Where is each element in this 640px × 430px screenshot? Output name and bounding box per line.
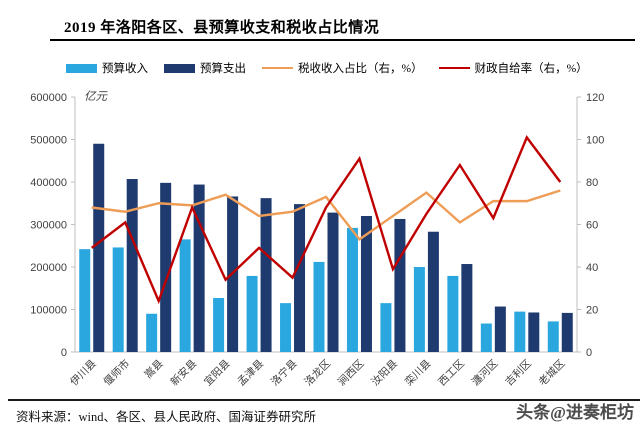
expenditure-bar xyxy=(294,204,306,352)
expenditure-bar xyxy=(561,312,573,352)
y-axis-left-label: 400000 xyxy=(30,177,67,189)
expenditure-bar xyxy=(360,216,372,352)
expenditure-bar xyxy=(494,306,506,352)
expenditure-bar xyxy=(427,231,439,352)
y-axis-right-label: 120 xyxy=(586,92,604,104)
revenue-bar xyxy=(246,275,258,352)
expenditure-bar xyxy=(193,184,205,352)
x-axis-label: 伊川县 xyxy=(68,358,99,389)
legend-swatch-icon xyxy=(262,66,293,70)
legend-swatch-icon xyxy=(66,63,97,73)
x-axis-label: 宜阳县 xyxy=(201,357,232,388)
y-axis-left-label: 0 xyxy=(61,347,67,359)
self-sufficiency-line xyxy=(91,134,562,305)
title-underline xyxy=(50,39,635,41)
x-axis-label: 新安县 xyxy=(168,357,199,388)
legend-swatch-icon xyxy=(438,66,470,70)
expenditure-bar xyxy=(528,312,540,352)
legend-label: 财政自给率（右，%） xyxy=(474,63,588,75)
revenue-bar xyxy=(380,303,392,352)
y-axis-left-label: 300000 xyxy=(30,220,67,232)
expenditure-bar xyxy=(126,179,138,352)
expenditure-bar xyxy=(461,264,473,352)
y-axis-right-label: 60 xyxy=(586,220,598,232)
expenditure-bar xyxy=(327,212,339,352)
x-axis-label: 吉利区 xyxy=(503,358,534,389)
legend-item-2: 税收收入占比（右，%） xyxy=(262,60,423,76)
watermark: 头条@进奏柜坊 xyxy=(516,403,634,422)
expenditure-bar xyxy=(394,218,406,352)
revenue-bar xyxy=(514,311,526,352)
revenue-bar xyxy=(313,261,325,352)
y-axis-right-label: 100 xyxy=(586,135,604,147)
expenditure-bar xyxy=(260,198,272,352)
legend-label: 税收收入占比（右，%） xyxy=(298,63,423,75)
revenue-bar xyxy=(346,227,358,352)
legend-label: 预算支出 xyxy=(200,63,246,75)
x-axis-label: 偃师市 xyxy=(101,357,132,388)
x-axis-label: 洛龙区 xyxy=(302,357,333,388)
revenue-bar xyxy=(413,267,425,352)
revenue-bar xyxy=(213,298,225,352)
y-axis-left-label: 100000 xyxy=(30,305,67,317)
legend-swatch-icon xyxy=(164,63,195,73)
legend-item-0: 预算收入 xyxy=(66,60,148,76)
legend-item-3: 财政自给率（右，%） xyxy=(438,60,588,76)
revenue-bar xyxy=(79,249,91,352)
tax-ratio-line xyxy=(91,189,561,242)
y-axis-right-label: 40 xyxy=(586,262,598,274)
x-axis-label: 西工区 xyxy=(436,358,467,389)
y-axis-left-label: 200000 xyxy=(30,262,67,274)
y-axis-left-label: 500000 xyxy=(30,135,67,147)
revenue-bar xyxy=(447,275,459,352)
data-source-note: 资料来源：wind、各区、县人民政府、国海证券研究所 xyxy=(16,410,317,424)
y-axis-right-label: 0 xyxy=(586,347,592,359)
revenue-bar xyxy=(146,313,158,352)
expenditure-bar xyxy=(160,182,172,352)
y-axis-right-label: 80 xyxy=(586,177,598,189)
x-axis-label: 孟津县 xyxy=(235,358,266,389)
y-axis-left-label: 600000 xyxy=(30,92,67,104)
x-axis-label: 老城区 xyxy=(536,357,567,388)
x-axis-label: 瀍河区 xyxy=(469,357,500,388)
x-axis-label: 汝阳县 xyxy=(369,357,400,388)
x-axis-label: 洛宁县 xyxy=(268,357,299,388)
expenditure-bar xyxy=(93,143,105,352)
revenue-bar xyxy=(547,321,559,352)
legend-item-1: 预算支出 xyxy=(164,60,246,76)
x-axis-label: 栾川县 xyxy=(402,357,433,388)
chart-legend: 预算收入 预算支出 税收收入占比（右，%） 财政自给率（右，%） xyxy=(66,60,632,76)
legend-label: 预算收入 xyxy=(102,63,148,75)
footer-divider xyxy=(8,399,640,401)
budget-chart: 0 100000 200000 300000 400000 500000 600000 0 20… xyxy=(30,90,604,389)
unit-label: 亿元 xyxy=(84,90,108,103)
y-axis-right-label: 20 xyxy=(586,305,598,317)
revenue-bar xyxy=(112,247,124,352)
revenue-bar xyxy=(179,239,191,352)
revenue-bar xyxy=(480,323,492,352)
revenue-bar xyxy=(280,303,292,352)
x-axis-label: 嵩县 xyxy=(142,358,165,381)
x-axis-label: 涧西区 xyxy=(335,357,366,388)
chart-title: 2019 年洛阳各区、县预算收支和税收占比情况 xyxy=(64,20,380,36)
